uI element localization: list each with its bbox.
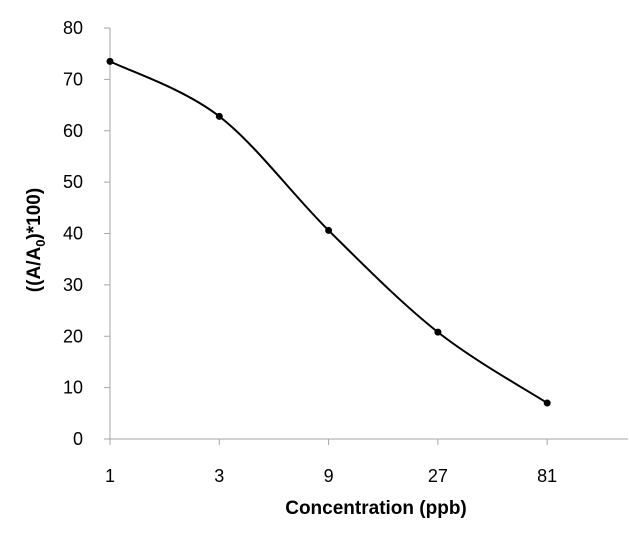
data-point <box>106 57 114 65</box>
x-tick-label: 9 <box>324 466 334 486</box>
x-tick-label: 1 <box>105 466 115 486</box>
y-tick-label: 50 <box>63 172 83 192</box>
y-tick-label: 0 <box>73 429 83 449</box>
y-axis: 0 10 20 30 40 50 60 70 80 <box>63 18 111 449</box>
x-axis: 1 3 9 27 81 <box>105 438 628 486</box>
series <box>106 57 551 407</box>
data-point <box>434 328 442 336</box>
x-tick-label: 3 <box>214 466 224 486</box>
x-tick-label: 27 <box>428 466 448 486</box>
data-point <box>215 112 223 120</box>
data-point <box>543 399 551 407</box>
x-axis-title: Concentration (ppb) <box>285 498 467 519</box>
y-axis-title-subscript: 0 <box>33 240 48 247</box>
y-tick-label: 30 <box>63 275 83 295</box>
y-axis-title-suffix: )*100) <box>24 188 45 240</box>
y-tick-label: 40 <box>63 224 83 244</box>
x-tick-label: 81 <box>537 466 557 486</box>
data-point <box>325 226 333 234</box>
y-tick-label: 60 <box>63 121 83 141</box>
y-axis-title-prefix: ((A/A <box>24 247 45 293</box>
y-tick-label: 20 <box>63 326 83 346</box>
y-tick-label: 10 <box>63 378 83 398</box>
y-axis-title: ((A/A0)*100) <box>24 188 48 292</box>
y-tick-label: 80 <box>63 18 83 38</box>
y-tick-label: 70 <box>63 69 83 89</box>
